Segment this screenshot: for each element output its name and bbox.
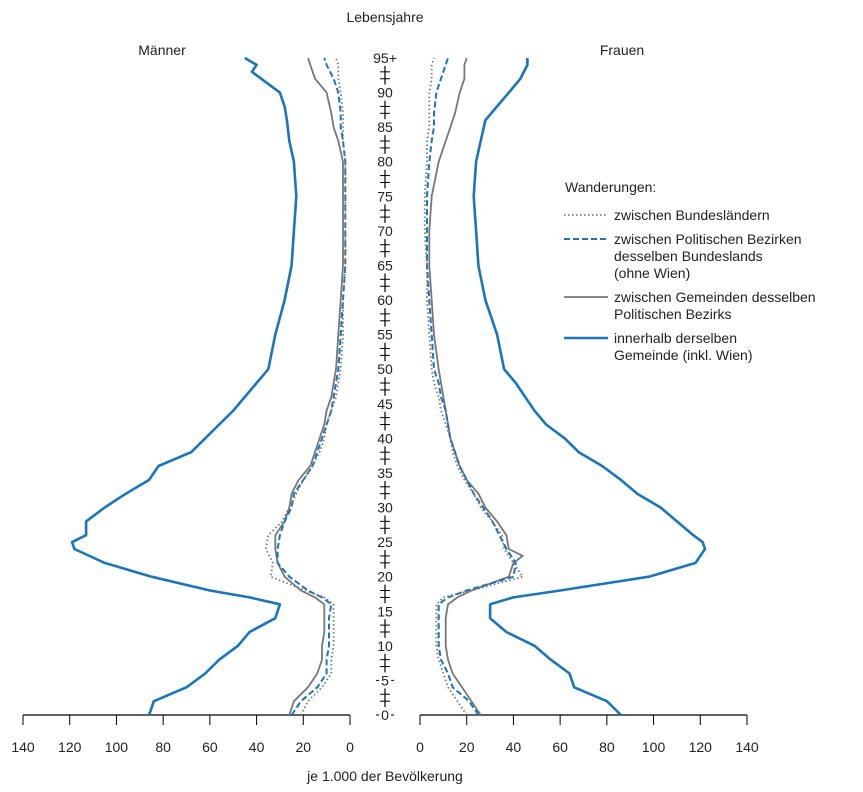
left-value-tick-label: 140 <box>11 739 35 755</box>
series-female-zwischen-gemeinden-desselben-politischen-bezirks <box>428 57 524 716</box>
age-tick-label-bg <box>379 672 392 689</box>
age-tick-label: 0 <box>381 707 389 723</box>
legend-entry-2-line-2: desselben Bundeslands <box>614 248 763 264</box>
right-value-tick-label: 120 <box>689 739 713 755</box>
right-value-tick-label: 60 <box>552 739 568 755</box>
right-value-tick-label: 100 <box>642 739 666 755</box>
age-tick-label: 25 <box>377 534 393 550</box>
legend-entry-2-line-3: (ohne Wien) <box>614 265 690 281</box>
series-male-zwischen-politischen-bezirken-desselben-bundeslands-ohne-wien <box>276 57 347 716</box>
age-tick-label: 55 <box>377 327 393 343</box>
right-value-tick-label: 20 <box>459 739 475 755</box>
age-tick-label-bg <box>379 707 392 723</box>
age-tick-label: 45 <box>377 396 393 412</box>
legend-entry-2-line-1: zwischen Politischen Bezirken <box>614 231 802 247</box>
age-tick-label-bg <box>375 395 395 412</box>
age-tick-label-bg <box>375 222 395 239</box>
age-tick-label-bg <box>375 84 395 101</box>
series-female-zwischen-politischen-bezirken-desselben-bundeslands-ohne-wien <box>426 57 517 716</box>
legend: Wanderungen: zwischen Bundesländern zwisc… <box>564 179 816 363</box>
legend-entry-3-line-1: zwischen Gemeinden desselben <box>614 289 816 305</box>
series-male-innerhalb-derselben-gemeinde-inkl-wien <box>70 56 298 716</box>
chart-title: Lebensjahre <box>346 9 423 25</box>
age-tick-label-bg <box>375 153 395 170</box>
age-tick-label-bg <box>375 568 395 585</box>
age-tick-label-bg <box>375 603 395 620</box>
age-tick-label-bg <box>375 361 395 378</box>
legend-title: Wanderungen: <box>565 179 656 195</box>
age-tick-label: 65 <box>377 257 393 273</box>
age-tick-label-bg <box>375 188 395 205</box>
legend-entry-3-line-2: Politischen Bezirks <box>614 306 732 322</box>
panel-label-left: Männer <box>138 42 186 58</box>
age-tick-label-bg <box>375 292 395 309</box>
panel-label-right: Frauen <box>600 42 644 58</box>
age-tick-label-bg <box>375 534 395 551</box>
legend-entry-4-line-2: Gemeinde (inkl. Wien) <box>614 347 753 363</box>
age-tick-label-bg <box>375 119 395 136</box>
series-female-zwischen-bundesl-ndern <box>423 57 524 716</box>
age-tick-label-bg <box>371 50 399 66</box>
age-tick-label-bg <box>375 499 395 516</box>
axes: 0 5 10 15 20 25 30 35 40 45 50 55 60 65 70 75 80 85 90 95+ 1… <box>11 50 759 755</box>
age-tick-label: 85 <box>377 119 393 135</box>
right-value-tick-label: 0 <box>416 739 424 755</box>
age-tick-label: 75 <box>377 188 393 204</box>
right-value-tick-label: 80 <box>599 739 615 755</box>
left-value-tick-label: 80 <box>155 739 171 755</box>
age-tick-label: 35 <box>377 465 393 481</box>
right-value-tick-label: 40 <box>506 739 522 755</box>
age-tick-label: 20 <box>377 569 393 585</box>
age-tick-label: 70 <box>377 223 393 239</box>
age-tick-label: 15 <box>377 603 393 619</box>
age-tick-label-bg <box>375 637 395 654</box>
left-value-tick-label: 0 <box>346 739 354 755</box>
age-tick-label: 30 <box>377 500 393 516</box>
age-tick-label-bg <box>375 430 395 447</box>
age-tick-label: 95+ <box>373 50 397 66</box>
series-male-zwischen-bundesl-ndern <box>264 57 347 716</box>
series-female-innerhalb-derselben-gemeinde-inkl-wien <box>472 58 707 716</box>
age-tick-label: 10 <box>377 638 393 654</box>
legend-entry-1-line-1: zwischen Bundesländern <box>614 207 770 223</box>
right-value-tick-label: 140 <box>735 739 759 755</box>
x-axis-label: je 1.000 der Bevölkerung <box>306 768 463 784</box>
age-tick-label-bg <box>375 464 395 481</box>
series-layer <box>70 56 707 716</box>
legend-entry-4-line-1: innerhalb derselben <box>614 330 737 346</box>
age-tick-label-bg <box>375 326 395 343</box>
age-tick-label: 50 <box>377 361 393 377</box>
left-value-tick-label: 60 <box>202 739 218 755</box>
age-tick-label-bg <box>375 257 395 274</box>
left-value-tick-label: 40 <box>249 739 265 755</box>
age-tick-label: 60 <box>377 292 393 308</box>
left-value-tick-label: 100 <box>105 739 129 755</box>
left-value-tick-label: 120 <box>58 739 82 755</box>
age-tick-label: 90 <box>377 85 393 101</box>
series-male-zwischen-gemeinden-desselben-politischen-bezirks <box>274 57 344 716</box>
age-tick-label: 80 <box>377 154 393 170</box>
age-tick-label: 5 <box>381 672 389 688</box>
age-tick-label: 40 <box>377 430 393 446</box>
left-value-tick-label: 20 <box>295 739 311 755</box>
